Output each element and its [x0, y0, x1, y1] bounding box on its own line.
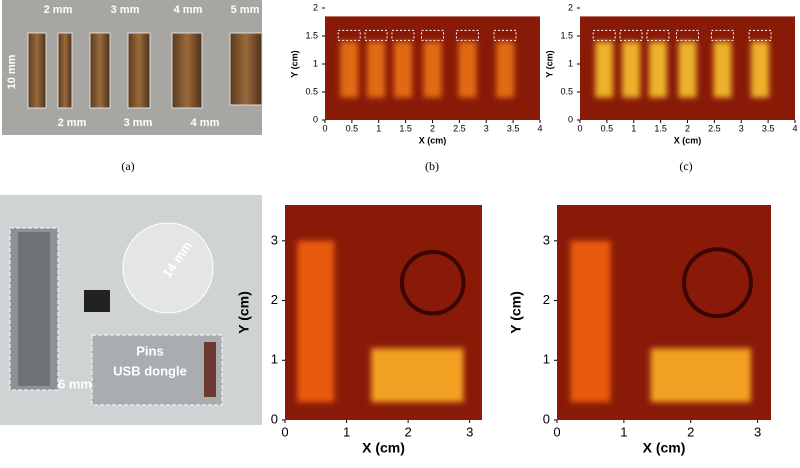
- photo-label: 10 mm: [6, 54, 18, 89]
- x-axis-label: X (cm): [674, 135, 702, 145]
- heatmap-ring: [682, 247, 753, 319]
- caption: (a): [121, 159, 134, 173]
- y-axis-label: Y (cm): [544, 50, 554, 77]
- x-tick-label: 0: [577, 123, 582, 133]
- y-tick-label: 0.5: [560, 86, 573, 96]
- y-tick-label: 1: [543, 352, 550, 367]
- heatmap-blob: [570, 240, 611, 403]
- x-tick-label: 3: [754, 424, 761, 439]
- x-tick-label: 0: [322, 123, 327, 133]
- y-tick-label: 2: [543, 292, 550, 307]
- x-tick-label: 1.5: [654, 123, 667, 133]
- y-tick-label: 0: [313, 114, 318, 124]
- heatmap-ring: [399, 249, 466, 316]
- y-axis-label: Y (cm): [236, 291, 252, 334]
- heatmap-blob: [340, 41, 359, 98]
- heatmap-blob: [393, 41, 412, 98]
- y-tick-label: 0: [543, 411, 550, 426]
- heatmap-blob: [423, 41, 442, 98]
- x-tick-label: 1: [343, 424, 350, 439]
- y-tick-label: 0: [271, 411, 278, 426]
- heatmap-blob: [458, 41, 477, 98]
- y-tick-label: 1.5: [560, 30, 573, 40]
- x-tick-label: 2: [405, 424, 412, 439]
- y-tick-label: 0: [568, 114, 573, 124]
- y-tick-label: 2: [313, 2, 318, 12]
- heatmap-blob: [650, 348, 751, 403]
- x-tick-label: 0: [281, 424, 288, 439]
- x-tick-label: 3: [466, 424, 473, 439]
- heatmap-blob: [496, 41, 515, 98]
- x-tick-label: 4: [537, 123, 542, 133]
- photo-label: 6 mm: [58, 376, 92, 391]
- y-tick-label: 0.5: [305, 86, 318, 96]
- x-tick-label: 2.5: [453, 123, 466, 133]
- photo-label: 3 mm: [111, 4, 140, 16]
- photo-a: 2 mm 3 mm 4 mm 5 mm 10 mm 2 mm 3 mm 4 mm: [2, 0, 263, 135]
- y-axis-label: Y (cm): [289, 50, 299, 77]
- y-tick-label: 1: [568, 58, 573, 68]
- x-axis-label: X (cm): [419, 135, 447, 145]
- y-axis-label: Y (cm): [508, 291, 524, 334]
- photo-label: 5 mm: [231, 4, 260, 16]
- x-tick-label: 2: [687, 424, 694, 439]
- photo-label: USB dongle: [113, 363, 187, 378]
- photo-label: 2 mm: [58, 117, 87, 129]
- heatmap-blob: [297, 240, 335, 403]
- x-tick-label: 2.5: [708, 123, 721, 133]
- x-tick-label: 1: [620, 424, 627, 439]
- y-tick-label: 2: [568, 2, 573, 12]
- x-tick-label: 3: [484, 123, 489, 133]
- x-tick-label: 3.5: [762, 123, 775, 133]
- y-tick-label: 3: [271, 232, 278, 247]
- y-tick-label: 1: [313, 58, 318, 68]
- photo-label: Pins: [136, 343, 163, 358]
- x-tick-label: 0: [553, 424, 560, 439]
- heatmap-blob: [678, 41, 697, 98]
- heatmap-blob: [713, 41, 732, 98]
- x-axis-label: X (cm): [643, 440, 686, 456]
- x-tick-label: 2: [430, 123, 435, 133]
- photo-label: 4 mm: [174, 4, 203, 16]
- caption: (b): [425, 159, 439, 173]
- x-tick-label: 1: [631, 123, 636, 133]
- y-tick-label: 2: [271, 292, 278, 307]
- y-tick-label: 3: [543, 232, 550, 247]
- x-axis-label: X (cm): [362, 440, 405, 456]
- photo-d: 14 mm 6 mm Pins USB dongle: [0, 195, 262, 425]
- photo-label: 4 mm: [191, 117, 220, 129]
- x-tick-label: 2: [685, 123, 690, 133]
- heatmap-blob: [371, 348, 464, 403]
- heatmap-blob: [367, 41, 386, 98]
- x-tick-label: 4: [792, 123, 797, 133]
- x-tick-label: 3: [739, 123, 744, 133]
- heatmap-blob: [648, 41, 667, 98]
- x-tick-label: 0.5: [601, 123, 614, 133]
- photo-label: 3 mm: [124, 117, 153, 129]
- heatmap-blob: [622, 41, 641, 98]
- x-tick-label: 1: [376, 123, 381, 133]
- photo-label: 2 mm: [44, 4, 73, 16]
- y-tick-label: 1.5: [305, 30, 318, 40]
- x-tick-label: 0.5: [346, 123, 359, 133]
- x-tick-label: 1.5: [399, 123, 412, 133]
- y-tick-label: 1: [271, 352, 278, 367]
- caption: (c): [679, 159, 692, 173]
- heatmap-blob: [751, 41, 770, 98]
- heatmap-blob: [595, 41, 614, 98]
- x-tick-label: 3.5: [507, 123, 520, 133]
